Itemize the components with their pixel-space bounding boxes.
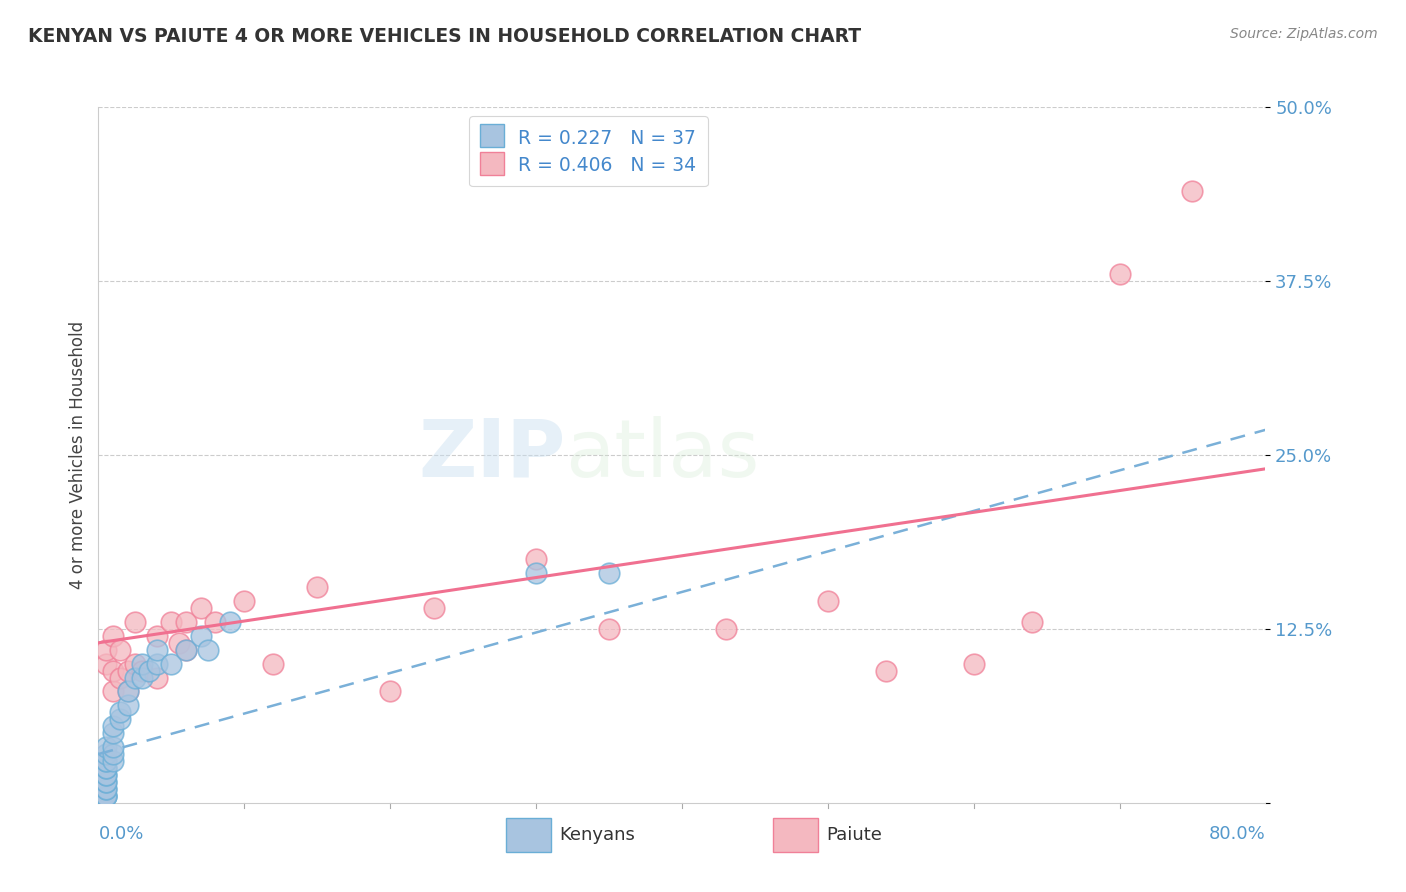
Point [160, 657, 183, 671]
Point [94, 768, 117, 782]
Point [124, 657, 146, 671]
Point [94, 747, 117, 761]
Point [378, 684, 402, 698]
Point [714, 622, 737, 636]
Point [101, 664, 124, 678]
Point [110, 671, 132, 685]
Point [1021, 615, 1043, 629]
Point [110, 712, 132, 726]
Point [94, 789, 117, 803]
Point [307, 580, 329, 594]
Point [190, 601, 212, 615]
Point [101, 754, 124, 768]
Point [101, 629, 124, 643]
Point [94, 768, 117, 782]
Text: ZIP: ZIP [418, 416, 565, 494]
Point [124, 671, 146, 685]
Point [197, 642, 219, 657]
Point [94, 775, 117, 789]
Text: 80.0%: 80.0% [1209, 825, 1265, 843]
Text: 0.0%: 0.0% [98, 825, 143, 843]
Point [101, 740, 124, 755]
Point [131, 657, 153, 671]
Point [117, 684, 139, 698]
Point [94, 754, 117, 768]
Point [962, 657, 984, 671]
Point [94, 781, 117, 796]
Point [124, 615, 146, 629]
Point [190, 629, 212, 643]
Point [94, 761, 117, 775]
Point [262, 657, 284, 671]
Point [94, 789, 117, 803]
Point [94, 657, 117, 671]
Point [94, 642, 117, 657]
Point [423, 601, 446, 615]
Point [138, 664, 160, 678]
Point [598, 566, 620, 581]
Point [233, 594, 256, 608]
Text: atlas: atlas [565, 416, 759, 494]
Point [1108, 267, 1130, 281]
Point [1181, 184, 1204, 198]
Point [110, 642, 132, 657]
Text: Source: ZipAtlas.com: Source: ZipAtlas.com [1230, 27, 1378, 41]
Point [117, 698, 139, 713]
Point [94, 775, 117, 789]
Point [146, 642, 169, 657]
Legend: R = 0.227   N = 37, R = 0.406   N = 34: R = 0.227 N = 37, R = 0.406 N = 34 [470, 117, 707, 186]
Point [101, 719, 124, 733]
Point [146, 629, 169, 643]
Point [131, 671, 153, 685]
Point [94, 789, 117, 803]
Point [101, 747, 124, 761]
Point [117, 684, 139, 698]
Point [160, 615, 183, 629]
Point [524, 566, 547, 581]
Point [174, 642, 197, 657]
Y-axis label: 4 or more Vehicles in Household: 4 or more Vehicles in Household [69, 321, 87, 589]
Point [204, 615, 226, 629]
Point [94, 740, 117, 755]
Point [146, 657, 169, 671]
Point [94, 754, 117, 768]
Point [94, 781, 117, 796]
Point [174, 642, 197, 657]
Point [110, 706, 132, 720]
Text: Kenyans: Kenyans [560, 826, 636, 844]
Point [131, 664, 153, 678]
Text: KENYAN VS PAIUTE 4 OR MORE VEHICLES IN HOUSEHOLD CORRELATION CHART: KENYAN VS PAIUTE 4 OR MORE VEHICLES IN H… [28, 27, 862, 45]
Point [146, 671, 169, 685]
Point [218, 615, 240, 629]
Point [524, 552, 547, 566]
Point [174, 615, 197, 629]
Point [94, 761, 117, 775]
Point [167, 636, 190, 650]
Point [101, 726, 124, 740]
Point [101, 684, 124, 698]
Text: Paiute: Paiute [827, 826, 883, 844]
Point [817, 594, 839, 608]
Point [875, 664, 897, 678]
Point [117, 664, 139, 678]
Point [598, 622, 620, 636]
